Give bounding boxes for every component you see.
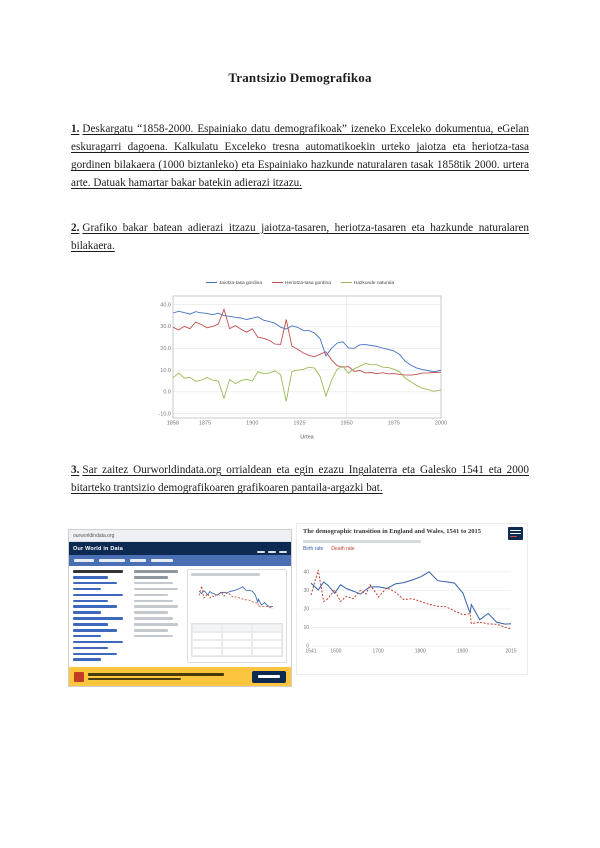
- banner-text-placeholder: [88, 673, 248, 681]
- legend-item-birth-rate: Jaiotza-tasa gordina: [205, 280, 263, 286]
- svg-text:10.0: 10.0: [160, 368, 171, 374]
- nav-menu-item: [268, 550, 276, 553]
- svg-text:2000: 2000: [435, 420, 447, 426]
- task-2: 2. Grafiko bakar batean adierazi itzazu j…: [71, 219, 529, 255]
- death-rate-line-marker: [272, 281, 284, 284]
- svg-text:2015: 2015: [505, 648, 516, 654]
- banner-icon: [74, 671, 84, 682]
- svg-text:40.0: 40.0: [160, 302, 171, 308]
- svg-text:1858: 1858: [167, 420, 179, 426]
- svg-text:30: 30: [303, 588, 309, 594]
- task-1: 1. Deskargatu “1858-2000. Espainiako datu…: [71, 120, 529, 193]
- svg-text:1700: 1700: [373, 648, 384, 654]
- svg-text:1541: 1541: [305, 648, 316, 654]
- birth-rate-series-label: Birth rate: [303, 545, 324, 552]
- svg-text:1875: 1875: [199, 420, 211, 426]
- task-3: 3. Sar zaitez Ourworldindata.org orrialde…: [71, 461, 529, 497]
- owid-sidebar-links: [73, 569, 129, 663]
- death-rate-legend-label: Heriotza-tasa gordina: [285, 280, 331, 286]
- owid-large-chart: The demographic transition in England an…: [296, 523, 528, 676]
- owid-logo: [508, 527, 523, 541]
- svg-text:0: 0: [306, 644, 309, 650]
- svg-text:1925: 1925: [293, 420, 305, 426]
- natural-growth-legend-label: Hazkunde naturala: [353, 280, 395, 286]
- svg-text:40: 40: [303, 569, 309, 575]
- owid-mini-table: [191, 623, 283, 658]
- natural-growth-line-marker: [340, 281, 352, 284]
- owid-chart-card: [187, 569, 287, 664]
- svg-text:1975: 1975: [388, 420, 400, 426]
- legend-item-death-rate: Heriotza-tasa gordina: [272, 281, 331, 286]
- svg-text:1800: 1800: [415, 648, 426, 654]
- svg-text:1600: 1600: [330, 648, 341, 654]
- banner-button-label-placeholder: [258, 675, 280, 678]
- owid-page-content: [69, 566, 291, 666]
- browser-url-bar: ourworldindata.org: [69, 530, 291, 543]
- subnav-item-placeholder: [74, 559, 94, 562]
- svg-text:30.0: 30.0: [160, 324, 171, 330]
- owid-browser-window: ourworldindata.org Our World in Data: [68, 529, 292, 688]
- owid-chart-subtitle-placeholder: [303, 539, 421, 543]
- svg-text:Urtea: Urtea: [300, 434, 314, 440]
- task-3-number: 3.: [71, 463, 80, 476]
- svg-text:1900: 1900: [457, 648, 468, 654]
- subnav-item-placeholder: [99, 559, 125, 562]
- owid-chart-legend: Birth rate Death rate: [297, 546, 527, 552]
- owid-site-title: Our World in Data: [73, 545, 124, 552]
- death-rate-series-label: Death rate: [331, 545, 355, 552]
- task-2-number: 2.: [71, 221, 80, 234]
- svg-text:1900: 1900: [246, 420, 258, 426]
- owid-screenshot: ourworldindata.org Our World in Data: [68, 523, 528, 689]
- owid-chart-canvas: 0 10 20 30 40 1541 1600 1700 1800 1900 2015: [303, 569, 516, 654]
- birth-rate-legend-label: Jaiotza-tasa gordina: [218, 280, 263, 286]
- nav-menu-placeholder: [254, 540, 287, 558]
- svg-text:1950: 1950: [341, 420, 353, 426]
- svg-text:10: 10: [303, 625, 309, 631]
- task-1-number: 1.: [71, 123, 80, 135]
- task-1-text: Deskargatu “1858-2000. Espainiako datu d…: [71, 123, 529, 190]
- banner-button: [252, 670, 286, 683]
- spain-demographics-chart: Jaiotza-tasa gordina Heriotza-tasa gordi…: [145, 281, 455, 445]
- svg-text:20.0: 20.0: [160, 346, 171, 352]
- subnav-item-placeholder: [151, 559, 173, 562]
- task-2-text: Grafiko bakar batean adierazi itzazu jai…: [71, 221, 529, 252]
- task-3-text: Sar zaitez Ourworldindata.org orrialdean…: [71, 463, 529, 494]
- document-title: Trantsizio Demografikoa: [228, 70, 372, 85]
- svg-text:0.0: 0.0: [163, 389, 171, 395]
- nav-menu-item: [257, 550, 265, 553]
- subnav-item-placeholder: [130, 559, 146, 562]
- owid-mini-chart: [198, 586, 274, 610]
- owid-article-text: [134, 569, 182, 663]
- url-text: ourworldindata.org: [73, 532, 115, 539]
- donation-banner: [69, 667, 291, 687]
- spain-chart-legend: Jaiotza-tasa gordina Heriotza-tasa gordi…: [145, 281, 455, 286]
- owid-chart-title: The demographic transition in England an…: [303, 528, 481, 536]
- owid-nav-bar: Our World in Data: [69, 540, 291, 558]
- birth-rate-line-marker: [205, 281, 217, 284]
- mini-chart-title-placeholder: [191, 573, 260, 577]
- legend-item-natural-growth: Hazkunde naturala: [340, 280, 395, 286]
- owid-subnav-bar: [69, 555, 291, 567]
- spain-chart-canvas: -10.0 0.0 10.0 20.0 30.0 40.0 1858 1875 1900 1925…: [158, 295, 447, 440]
- svg-text:20: 20: [303, 607, 309, 613]
- nav-menu-item: [279, 550, 287, 553]
- svg-text:-10.0: -10.0: [158, 411, 171, 417]
